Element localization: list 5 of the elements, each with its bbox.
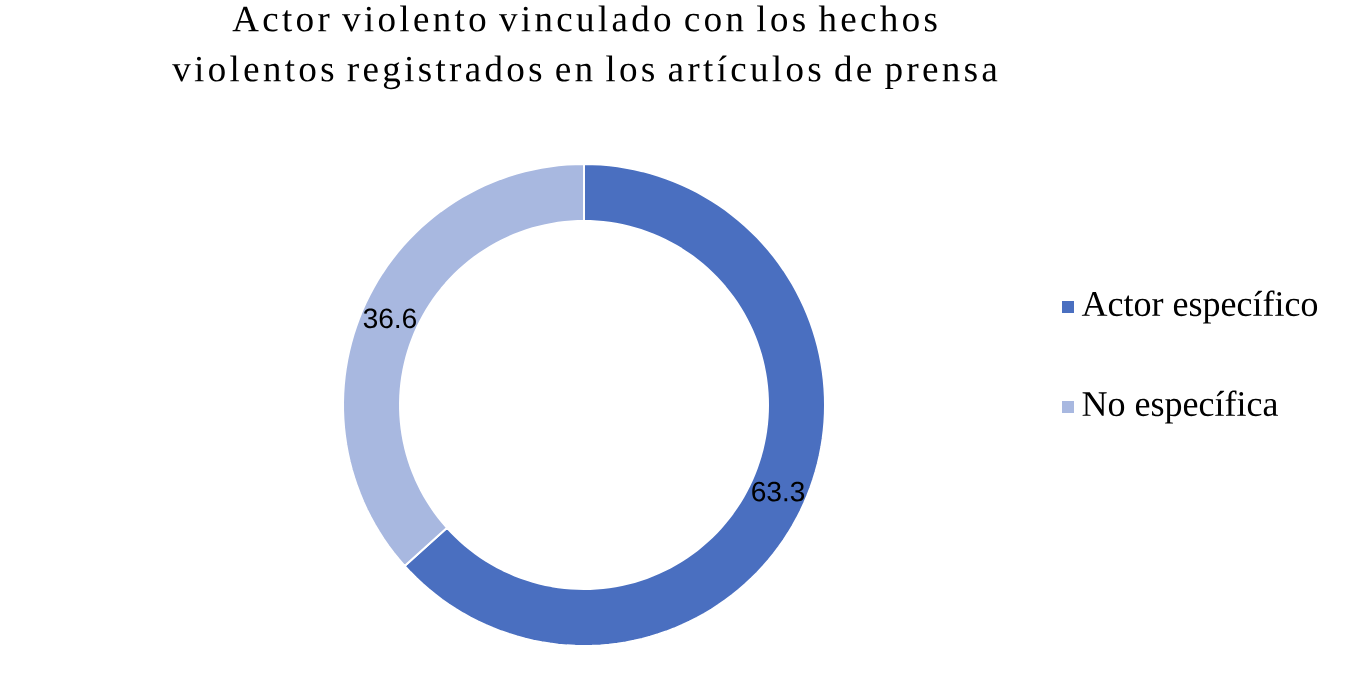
legend-label: No específica	[1082, 390, 1278, 424]
chart-title: Actor violento vinculado con los hechos violentos registrados en los artículos de prensa	[172, 5, 998, 90]
data-label: 36.6	[363, 308, 416, 329]
legend-label: Actor específico	[1081, 290, 1318, 324]
data-label: 63.3	[752, 481, 805, 502]
